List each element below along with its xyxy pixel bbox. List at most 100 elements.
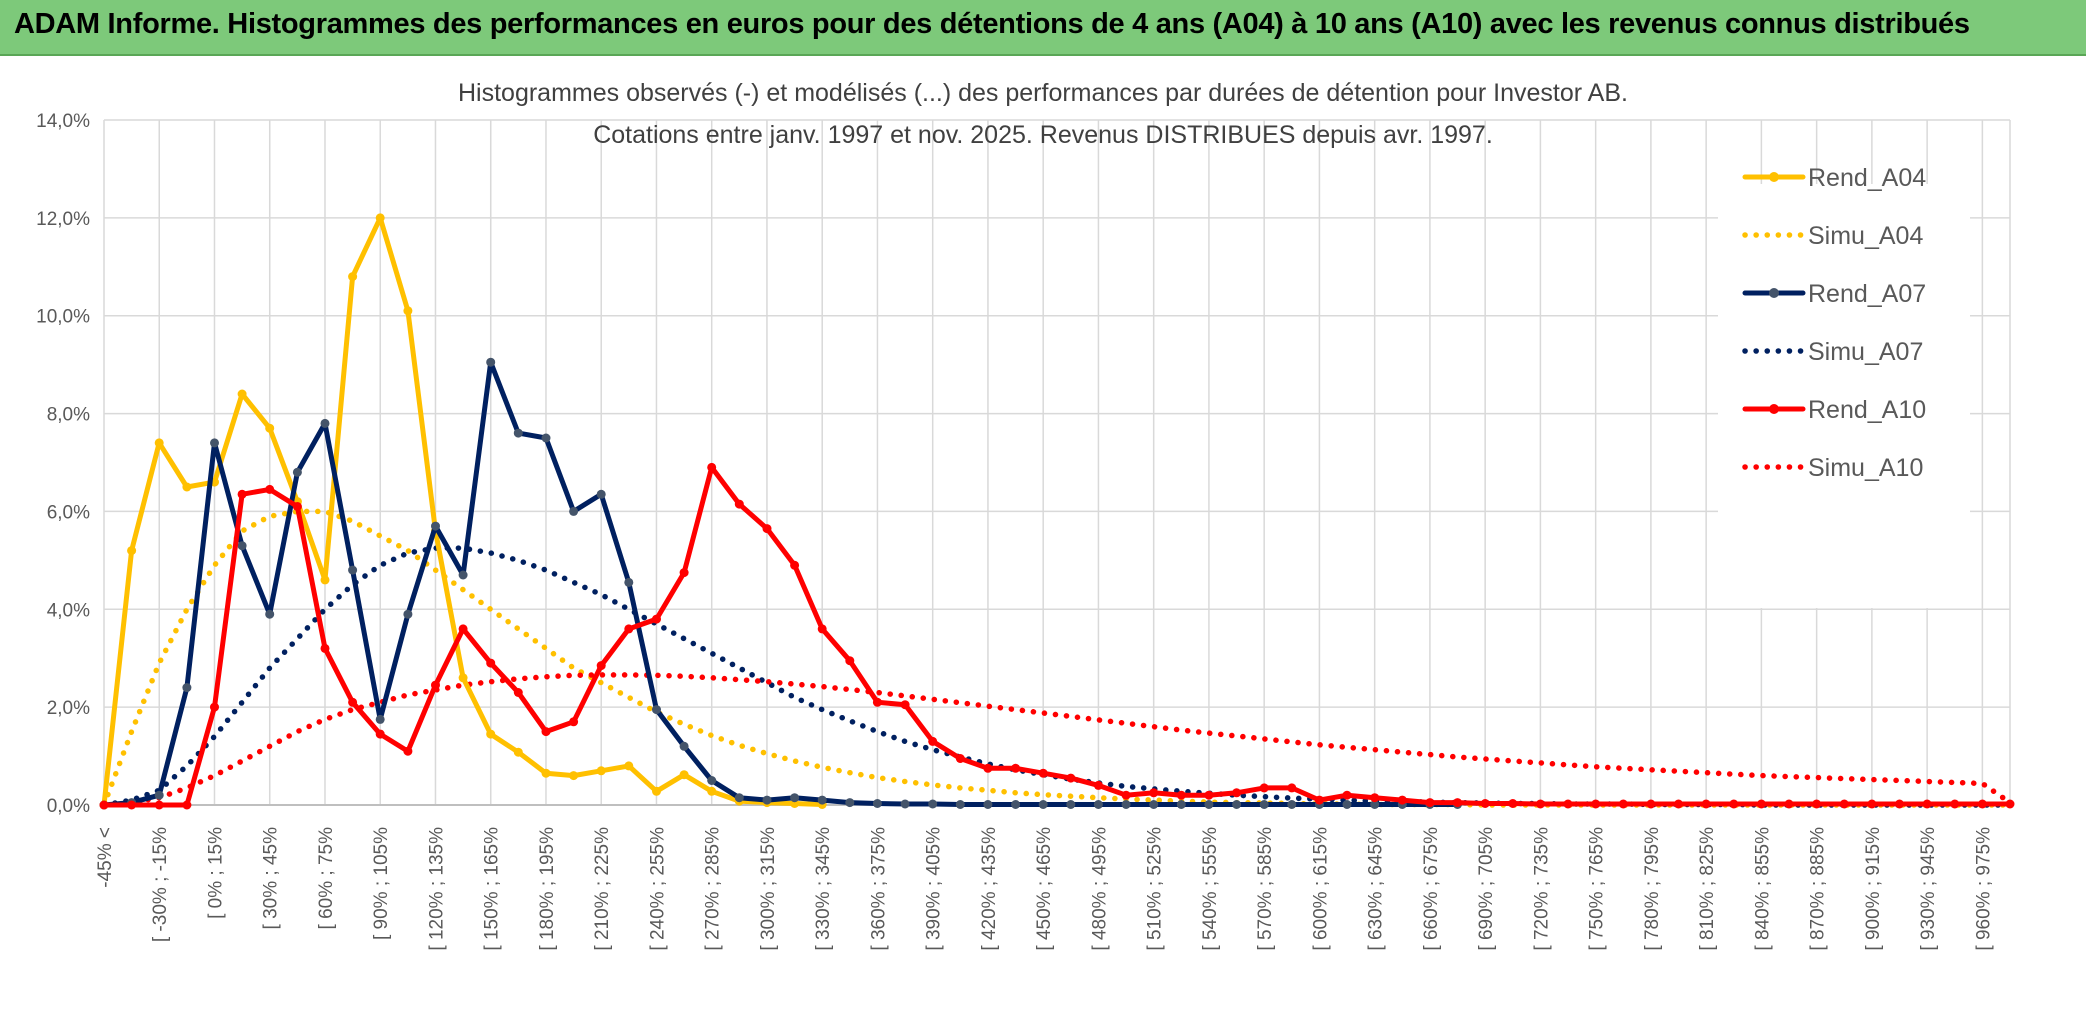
data-point-rend_a10 xyxy=(1370,793,1380,803)
x-tick-label: [ 510% ; 525% xyxy=(1145,827,1166,951)
series-line-simu_a10 xyxy=(101,672,2013,808)
series-line-rend_a10 xyxy=(101,464,2013,808)
data-point-rend_a10 xyxy=(596,661,606,671)
data-point-rend_a07 xyxy=(928,799,938,809)
data-point-rend_a10 xyxy=(1784,799,1794,809)
data-point-rend_a07 xyxy=(403,609,413,619)
data-point-rend_a10 xyxy=(1563,799,1573,809)
data-point-rend_a04 xyxy=(154,438,164,448)
data-point-rend_a07 xyxy=(486,357,496,367)
y-tick-label: 6,0% xyxy=(47,502,90,523)
data-point-rend_a04 xyxy=(707,786,717,796)
data-point-rend_a07 xyxy=(734,793,744,803)
data-point-rend_a10 xyxy=(872,697,882,707)
data-point-rend_a07 xyxy=(1149,800,1159,809)
data-point-rend_a04 xyxy=(596,766,606,776)
data-point-rend_a10 xyxy=(458,624,468,634)
y-tick-label: 0,0% xyxy=(47,796,90,817)
x-tick-label: [ 150% ; 165% xyxy=(482,827,503,951)
data-point-rend_a10 xyxy=(320,643,330,653)
x-tick-label: [ 300% ; 315% xyxy=(758,827,779,951)
data-point-rend_a10 xyxy=(983,763,993,773)
data-point-rend_a04 xyxy=(486,729,496,739)
data-point-rend_a10 xyxy=(1591,799,1601,809)
x-tick-label: [ 720% ; 735% xyxy=(1531,827,1552,951)
data-point-rend_a10 xyxy=(900,700,910,710)
data-point-rend_a10 xyxy=(1701,799,1711,809)
data-point-rend_a10 xyxy=(1729,799,1739,809)
data-point-rend_a04 xyxy=(265,423,275,433)
data-point-rend_a07 xyxy=(237,541,247,551)
data-point-rend_a04 xyxy=(375,213,385,223)
data-point-rend_a07 xyxy=(265,609,275,619)
data-point-rend_a04 xyxy=(513,747,523,757)
data-point-rend_a04 xyxy=(652,786,661,796)
x-tick-label: [ 600% ; 615% xyxy=(1310,827,1331,951)
series-line-rend_a07 xyxy=(101,359,1460,808)
data-point-rend_a04 xyxy=(458,673,468,683)
data-point-rend_a10 xyxy=(1011,763,1021,773)
data-point-rend_a04 xyxy=(569,771,579,781)
x-tick-label: [ 270% ; 285% xyxy=(703,827,724,951)
data-point-rend_a10 xyxy=(1425,798,1435,808)
x-tick-label: [ 180% ; 195% xyxy=(537,827,558,951)
data-point-rend_a07 xyxy=(320,418,330,428)
data-point-rend_a10 xyxy=(1149,788,1159,798)
y-tick-label: 4,0% xyxy=(47,600,90,621)
x-tick-label: [ 870% ; 885% xyxy=(1808,827,1829,951)
data-point-rend_a10 xyxy=(1508,799,1518,808)
data-point-rend_a07 xyxy=(458,570,468,580)
data-point-rend_a07 xyxy=(1038,800,1048,809)
legend-label-rend_a10: Rend_A10 xyxy=(1808,396,1926,424)
data-point-rend_a07 xyxy=(210,438,219,448)
data-point-rend_a07 xyxy=(624,577,634,587)
data-point-rend_a07 xyxy=(955,800,965,809)
data-point-rend_a10 xyxy=(210,702,219,712)
x-tick-label: [ 330% ; 345% xyxy=(813,827,834,951)
data-point-rend_a10 xyxy=(541,727,551,737)
data-point-rend_a10 xyxy=(348,697,358,707)
data-point-rend_a07 xyxy=(762,795,772,805)
data-point-rend_a10 xyxy=(1895,799,1904,809)
data-point-rend_a07 xyxy=(154,790,164,800)
data-point-rend_a10 xyxy=(1977,799,1987,809)
data-point-rend_a10 xyxy=(1535,799,1545,809)
x-tick-label: [ 360% ; 375% xyxy=(868,827,889,951)
data-point-rend_a10 xyxy=(154,800,164,810)
x-tick-label: [ 840% ; 855% xyxy=(1752,827,1773,951)
data-point-rend_a07 xyxy=(679,741,689,751)
data-point-rend_a04 xyxy=(182,482,192,492)
x-tick-label: [ 930% ; 945% xyxy=(1918,827,1939,951)
x-tick-label: [ 750% ; 765% xyxy=(1587,827,1608,951)
x-tick-label: [ 90% ; 105% xyxy=(371,827,392,940)
legend-box xyxy=(1718,184,1970,608)
data-point-rend_a10 xyxy=(1121,790,1131,800)
data-point-rend_a07 xyxy=(596,489,606,499)
data-point-rend_a10 xyxy=(1038,768,1048,778)
data-point-rend_a07 xyxy=(1121,800,1131,809)
data-point-rend_a10 xyxy=(513,688,523,697)
data-point-rend_a10 xyxy=(1646,799,1656,809)
x-tick-label: [ 420% ; 435% xyxy=(979,827,1000,951)
y-tick-label: 10,0% xyxy=(36,307,90,328)
data-point-rend_a04 xyxy=(403,306,413,316)
data-point-rend_a07 xyxy=(541,433,551,443)
data-point-rend_a10 xyxy=(431,680,440,690)
y-tick-label: 12,0% xyxy=(36,209,90,230)
legend-label-simu_a10: Simu_A10 xyxy=(1808,454,1923,482)
data-point-rend_a10 xyxy=(734,499,744,509)
data-point-rend_a04 xyxy=(320,575,330,585)
data-point-rend_a10 xyxy=(1287,783,1297,793)
data-point-rend_a10 xyxy=(99,800,109,810)
data-point-rend_a07 xyxy=(513,428,523,438)
data-point-rend_a10 xyxy=(569,717,579,727)
x-tick-label: [ 780% ; 795% xyxy=(1642,827,1663,951)
data-point-rend_a07 xyxy=(1370,800,1380,809)
data-point-rend_a10 xyxy=(1342,790,1352,800)
data-point-rend_a07 xyxy=(1066,800,1076,809)
x-tick-label: [ 630% ; 645% xyxy=(1366,827,1387,951)
data-point-rend_a07 xyxy=(652,705,661,715)
data-point-rend_a10 xyxy=(1453,798,1462,808)
data-point-rend_a10 xyxy=(1204,790,1214,800)
x-tick-label: [ 450% ; 465% xyxy=(1034,827,1055,951)
